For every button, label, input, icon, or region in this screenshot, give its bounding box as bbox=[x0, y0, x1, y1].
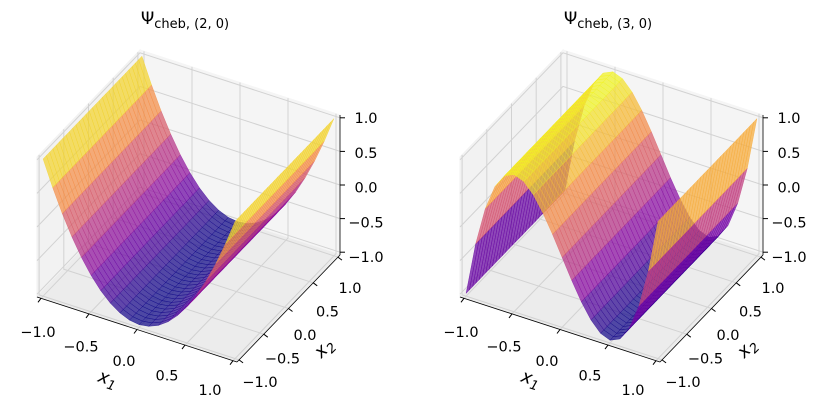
x1-tick-mark bbox=[181, 344, 186, 350]
x1-tick-label: −0.5 bbox=[486, 340, 521, 356]
x1-tick-mark bbox=[460, 297, 465, 303]
x1-tick-mark bbox=[37, 297, 42, 303]
x1-tick-label: 0.5 bbox=[578, 369, 601, 385]
x2-tick-label: 1.0 bbox=[761, 281, 784, 297]
x1-tick-mark bbox=[556, 329, 561, 334]
x2-tick-label: 1.0 bbox=[338, 281, 361, 297]
x2-tick-label: 0.0 bbox=[293, 328, 316, 344]
x2-tick-mark bbox=[661, 359, 667, 364]
x1-tick-mark bbox=[229, 360, 234, 366]
x2-tick-mark bbox=[312, 282, 318, 287]
x2-tick-label: 0.5 bbox=[739, 305, 762, 321]
gridline-x1 bbox=[232, 113, 337, 362]
surface-patch bbox=[42, 155, 57, 188]
x2-tick-mark bbox=[711, 308, 716, 312]
x1-tick-mark bbox=[652, 360, 657, 366]
z-tick-label: −1.0 bbox=[771, 250, 806, 266]
surface-patch bbox=[513, 170, 528, 182]
x2-tick-label: 0.5 bbox=[316, 305, 339, 321]
x2-tick-mark bbox=[263, 333, 269, 338]
x1-tick-mark bbox=[508, 313, 513, 319]
x2-tick-mark bbox=[735, 282, 741, 287]
z-tick-label: −1.0 bbox=[348, 250, 383, 266]
x2-tick-label: −0.5 bbox=[688, 352, 723, 368]
x1-tick-label: −1.0 bbox=[443, 325, 478, 341]
x2-tick-mark bbox=[760, 256, 766, 261]
x1-tick-label: 1.0 bbox=[621, 383, 644, 399]
x1-tick-label: 0.0 bbox=[112, 354, 135, 370]
x1-tick-label: 0.0 bbox=[535, 354, 558, 370]
plot-title: Ψcheb, (2, 0) bbox=[141, 9, 229, 32]
gridline-z bbox=[36, 52, 341, 161]
gridline-x2 bbox=[461, 154, 663, 361]
x1-tick-mark bbox=[133, 329, 138, 334]
z-tick-label: 0.5 bbox=[777, 146, 800, 162]
x2-tick-mark bbox=[288, 308, 293, 312]
z-tick-label: 1.0 bbox=[354, 111, 377, 127]
x2-tick-label: −0.5 bbox=[265, 352, 300, 368]
gridline-x1 bbox=[184, 98, 289, 346]
surface bbox=[42, 55, 335, 327]
surface-patch bbox=[225, 217, 239, 244]
x1-tick-label: 1.0 bbox=[198, 383, 221, 399]
surface-plot-2: Ψcheb, (3, 0) −1.0 −1.0 −1.0 −0.5 −0.5 −0.5 0.… bbox=[443, 9, 806, 399]
z-tick-label: 0.0 bbox=[354, 181, 377, 197]
z-tick-label: −0.5 bbox=[348, 215, 383, 231]
x1-tick-mark bbox=[604, 344, 609, 350]
x1-tick-label: −0.5 bbox=[63, 340, 98, 356]
x1-tick-label: 0.5 bbox=[155, 369, 178, 385]
x1-tick-mark bbox=[85, 313, 90, 319]
z-tick-label: 0.5 bbox=[354, 146, 377, 162]
gridline-x2 bbox=[38, 154, 240, 361]
x2-tick-mark bbox=[686, 333, 692, 338]
z-tick-label: 0.0 bbox=[777, 181, 800, 197]
x1-tick-label: −1.0 bbox=[20, 325, 55, 341]
x2-tick-mark bbox=[337, 256, 343, 261]
x2-tick-mark bbox=[238, 359, 244, 364]
gridline-z bbox=[459, 85, 764, 194]
surface bbox=[465, 71, 758, 341]
x2-tick-label: 0.0 bbox=[716, 328, 739, 344]
plot-title: Ψcheb, (3, 0) bbox=[564, 9, 652, 32]
z-tick-label: 1.0 bbox=[777, 111, 800, 127]
surface-plot-1: Ψcheb, (2, 0) −1.0 −1.0 −1.0 −0.5 −0.5 −0.5 0.… bbox=[20, 9, 383, 399]
gridline-z bbox=[459, 52, 764, 161]
z-tick-label: −0.5 bbox=[771, 215, 806, 231]
surface-patch bbox=[648, 217, 662, 272]
x2-tick-label: −1.0 bbox=[665, 375, 700, 391]
gridline-x1 bbox=[655, 113, 760, 362]
x2-tick-label: −1.0 bbox=[242, 375, 277, 391]
